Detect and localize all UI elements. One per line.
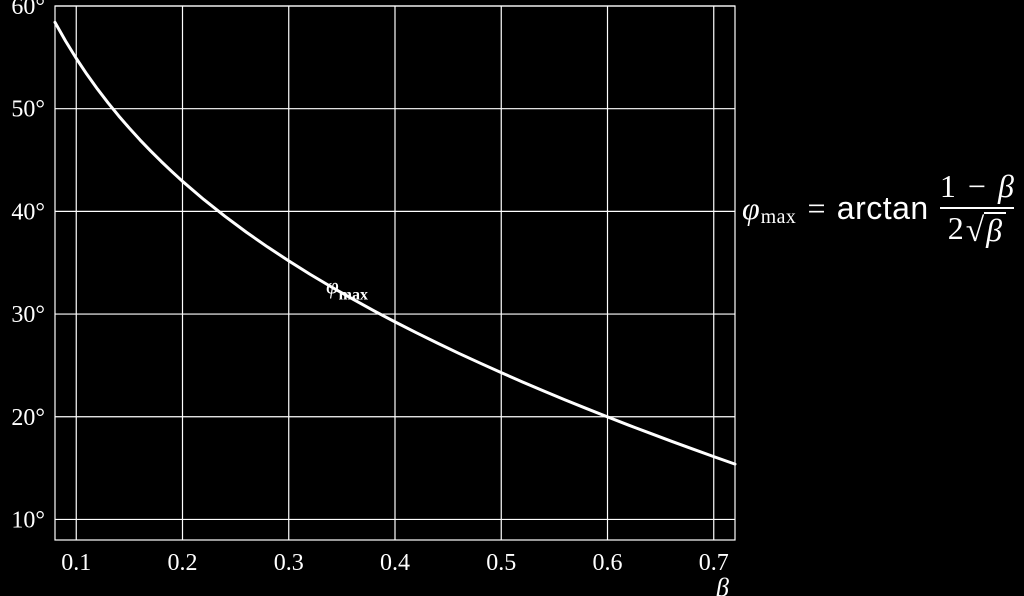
formula-num-1: 1	[940, 168, 956, 204]
formula-surd: √	[966, 214, 984, 250]
x-tick-label: 0.4	[380, 550, 410, 576]
formula-den-2: 2	[948, 212, 964, 246]
formula-phi: φ	[742, 190, 760, 227]
formula-denominator: 2 √ β	[948, 212, 1006, 248]
y-tick-label: 40°	[11, 199, 45, 225]
y-tick-label: 20°	[11, 405, 45, 431]
x-tick-label: 0.5	[486, 550, 516, 576]
formula-numerator: 1 − β	[940, 170, 1014, 204]
x-axis-label: β	[715, 573, 729, 596]
phi-max-chart: 10°20°30°40°50°60°0.10.20.30.40.50.60.7β…	[0, 0, 1024, 596]
formula-fraction: 1 − β 2 √ β	[940, 170, 1014, 247]
formula-equals: =	[808, 190, 826, 227]
formula-num-minus: −	[968, 168, 986, 204]
y-tick-label: 30°	[11, 302, 45, 328]
formula-radicand: β	[984, 212, 1006, 248]
x-tick-label: 0.6	[593, 550, 623, 576]
x-tick-label: 0.1	[61, 550, 91, 576]
formula-fraction-bar	[940, 207, 1014, 209]
y-tick-label: 10°	[11, 507, 45, 533]
formula-num-beta: β	[998, 168, 1014, 204]
y-tick-label: 60°	[11, 0, 45, 20]
x-tick-label: 0.3	[274, 550, 304, 576]
formula-subscript: max	[761, 206, 797, 229]
formula-func: arctan	[837, 190, 929, 227]
chart-bg	[0, 0, 1024, 596]
x-tick-label: 0.2	[168, 550, 198, 576]
y-tick-label: 50°	[11, 97, 45, 123]
formula-phi-max: φ max = arctan 1 − β 2 √ β	[742, 170, 1014, 247]
formula-sqrt: √ β	[966, 212, 1006, 248]
